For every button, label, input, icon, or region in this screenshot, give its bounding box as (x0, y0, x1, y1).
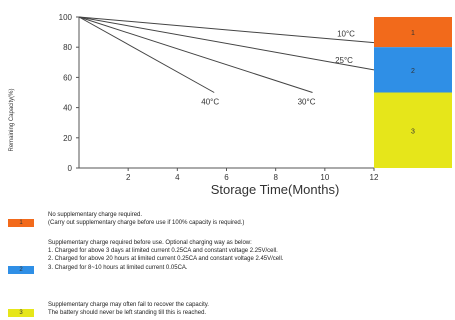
zone-3-band (374, 92, 452, 168)
series-label: 10°C (337, 30, 355, 39)
series-line-2 (78, 16, 313, 93)
y-axis-label: Remaining Capacity(%) (9, 88, 15, 151)
series-label: 25°C (335, 56, 353, 65)
x-tick-label: 12 (370, 173, 379, 182)
zone-2-label: 2 (411, 68, 415, 75)
x-tick-label: 10 (320, 173, 329, 182)
legend-item-2-text: Supplementary charge required before use… (48, 239, 283, 272)
zone-3-swatch: 3 (8, 309, 34, 317)
legend-line: 2. Charged for above 20 hours at limited… (48, 256, 284, 263)
legend-line: The battery should never be left standin… (48, 310, 207, 317)
x-axis-label: Storage Time(Months) (211, 182, 340, 197)
legend-line: Supplementary charge may often fail to r… (48, 302, 209, 308)
x-tick-label: 6 (224, 173, 229, 182)
y-tick-label: 20 (63, 134, 72, 143)
x-tick-label: 2 (126, 173, 131, 182)
legend-line: Supplementary charge required before use… (48, 240, 252, 246)
x-tick-label: 8 (273, 173, 278, 182)
x-tick-label: 4 (175, 173, 180, 182)
zone-1-band (374, 17, 452, 48)
legend-item-1-text: No supplementary charge required. (Carry… (48, 211, 244, 227)
legend-line: No supplementary charge required. (48, 212, 143, 218)
legend-line: (Carry out supplementary charge before u… (48, 220, 245, 227)
y-tick-label: 100 (59, 13, 73, 22)
y-tick-label: 0 (68, 164, 73, 173)
zone-2-swatch: 2 (8, 266, 34, 274)
zone-3-label: 3 (411, 128, 415, 135)
series-label: 30°C (298, 98, 316, 107)
series-label: 40°C (201, 98, 219, 107)
y-tick-label: 40 (63, 104, 72, 113)
y-tick-label: 80 (63, 43, 72, 52)
legend-line: 1. Charged for above 3 days at limited c… (48, 248, 278, 255)
series-line-1 (78, 16, 375, 71)
legend-item-3-text: Supplementary charge may often fail to r… (48, 301, 209, 317)
legend-line: 3. Charged for 8~10 hours at limited cur… (48, 264, 188, 271)
zone-1-label: 1 (411, 30, 415, 37)
zone-1-swatch: 1 (8, 219, 34, 227)
y-tick-label: 60 (63, 73, 72, 82)
zone-2-band (374, 47, 452, 93)
series-line-3 (78, 16, 215, 93)
series-line-0 (78, 16, 375, 44)
